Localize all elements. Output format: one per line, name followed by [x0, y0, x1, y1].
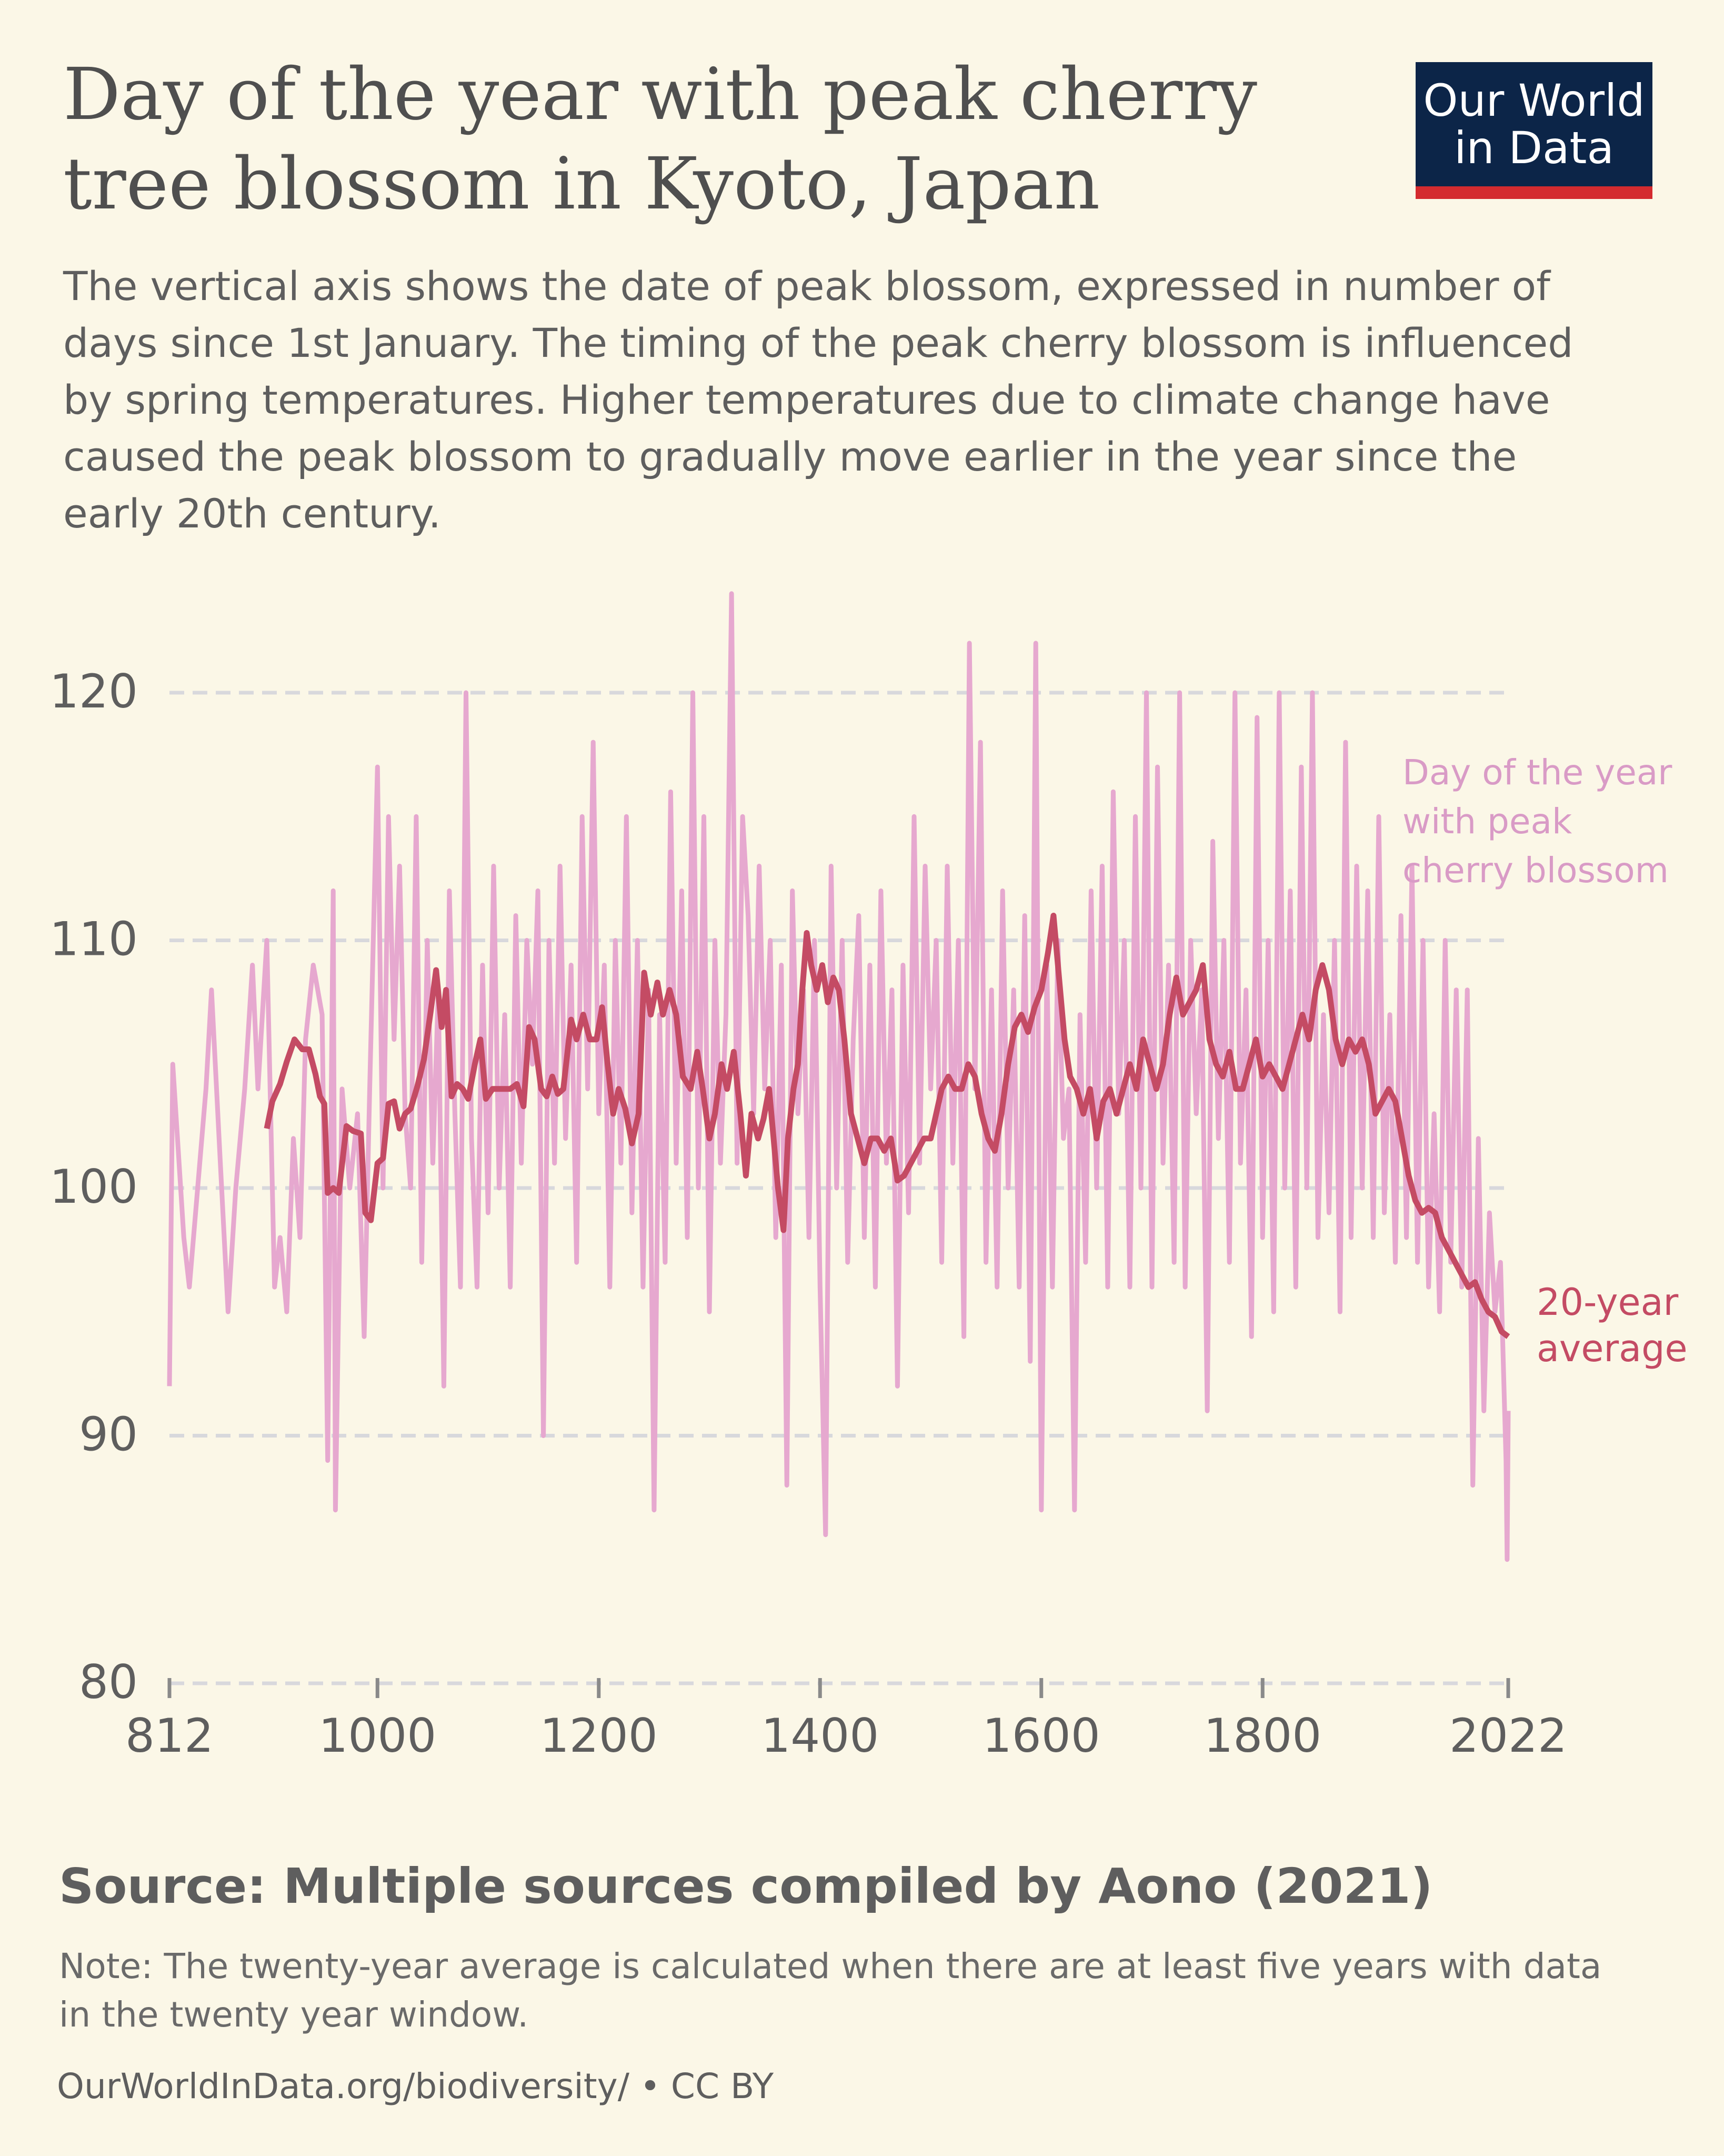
chart-title: Day of the year with peak cherry tree bl… — [63, 50, 1379, 229]
y-tick-label: 100 — [49, 1160, 138, 1214]
owid-logo[interactable]: Our World in Data — [1416, 62, 1652, 199]
average-series-label: 20-year average — [1537, 1281, 1690, 1370]
y-tick-label: 120 — [49, 664, 138, 718]
x-tick-label: 812 — [125, 1709, 214, 1763]
annual-series — [169, 594, 1508, 1560]
chart-subtitle: The vertical axis shows the date of peak… — [63, 258, 1589, 542]
source-line: Source: Multiple sources compiled by Aon… — [59, 1858, 1638, 1914]
annual-line — [169, 594, 1508, 1560]
x-tick-label: 1600 — [983, 1709, 1100, 1763]
x-axis: 812 1000 1200 1400 1600 1800 2022 — [125, 1678, 1567, 1763]
logo-line-1: Our World — [1423, 77, 1645, 124]
x-tick-label: 2022 — [1449, 1709, 1567, 1763]
annual-series-label: Day of the year with peak cherry blossom — [1402, 752, 1683, 891]
line-chart: 80 90 100 110 120 812 1000 1200 1400 1600 1800 202… — [0, 568, 1724, 1842]
y-tick-label: 110 — [49, 912, 138, 966]
y-tick-label: 80 — [79, 1655, 138, 1709]
x-tick-label: 1800 — [1204, 1709, 1321, 1763]
license-link[interactable]: CC BY — [671, 2066, 774, 2107]
x-tick-label: 1200 — [540, 1709, 658, 1763]
note-text: Note: The twenty-year average is calcula… — [59, 1942, 1638, 2039]
y-axis-labels: 80 90 100 110 120 — [49, 664, 138, 1709]
footer-link[interactable]: OurWorldInData.org/biodiversity/ — [57, 2066, 629, 2107]
bullet-separator: • — [640, 2066, 660, 2107]
logo-line-2: in Data — [1454, 124, 1614, 172]
x-tick-label: 1000 — [318, 1709, 436, 1763]
x-tick-label: 1400 — [761, 1709, 879, 1763]
y-tick-label: 90 — [79, 1408, 138, 1462]
footer: OurWorldInData.org/biodiversity/ • CC BY — [57, 2066, 1636, 2107]
